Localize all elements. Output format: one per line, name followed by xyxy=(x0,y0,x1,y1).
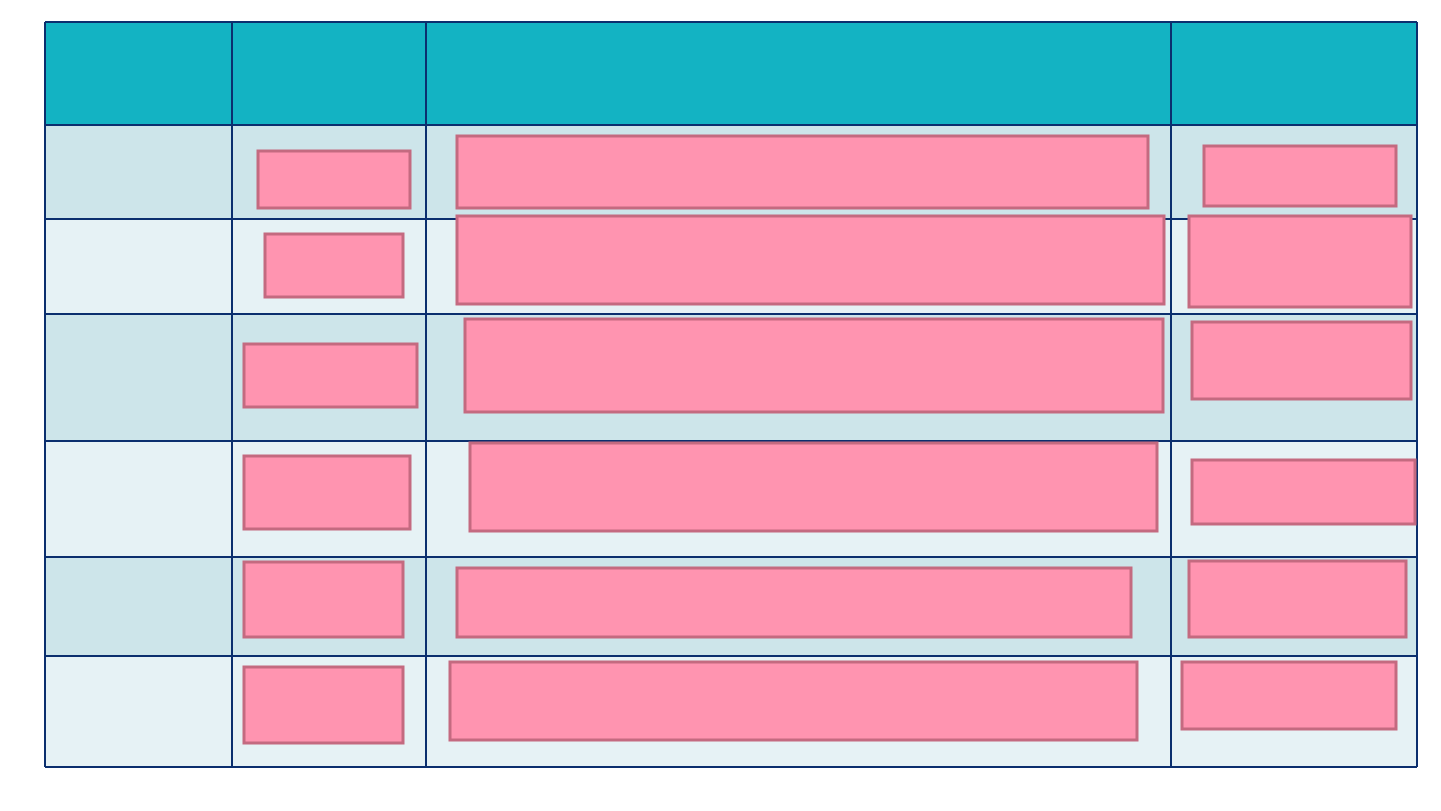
redacted-cell xyxy=(242,342,419,409)
redacted-cell xyxy=(463,317,1165,414)
table-borders xyxy=(44,21,1418,768)
redacted-cell xyxy=(242,665,405,745)
redactions xyxy=(242,134,1417,745)
redacted-cell xyxy=(1187,559,1408,639)
redacted-cell xyxy=(448,660,1139,742)
redacted-cell xyxy=(455,566,1133,639)
redacted-cell xyxy=(1187,214,1413,309)
header-row xyxy=(45,22,1417,125)
redacted-cell xyxy=(1190,320,1413,401)
redacted-cell xyxy=(256,149,412,210)
redacted-cell xyxy=(455,134,1150,210)
redacted-cell xyxy=(1202,144,1398,208)
redacted-cell xyxy=(1180,660,1398,731)
redacted-cell xyxy=(455,214,1166,306)
redacted-cell xyxy=(1190,458,1417,526)
redacted-cell xyxy=(242,454,412,531)
redacted-cell xyxy=(468,441,1159,533)
redacted-cell xyxy=(263,232,405,299)
redacted-cell xyxy=(242,560,405,639)
